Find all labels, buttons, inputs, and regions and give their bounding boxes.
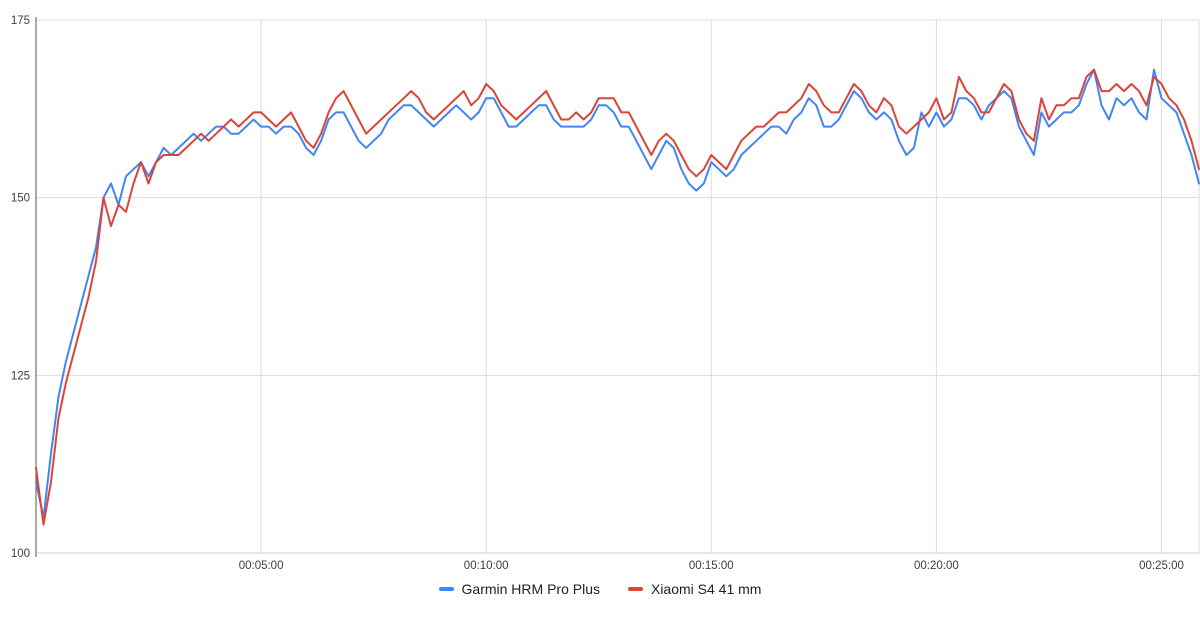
x-tick-label-00-10-00: 00:10:00 xyxy=(464,560,509,572)
y-tick-label-175: 175 xyxy=(11,15,30,27)
xiaomi-series-swatch xyxy=(627,587,643,591)
y-tick-label-100: 100 xyxy=(11,548,30,560)
chart-legend: Garmin HRM Pro Plus Xiaomi S4 41 mm xyxy=(0,581,1200,597)
x-tick-label-00-15-00: 00:15:00 xyxy=(689,560,734,572)
legend-item-xiaomi: Xiaomi S4 41 mm xyxy=(627,581,762,597)
chart-plot-area: 100 125 150 175 00:05:00 00:10:00 00:15:00 00:2… xyxy=(11,15,1200,572)
y-tick-label-125: 125 xyxy=(11,370,30,382)
legend-item-garmin: Garmin HRM Pro Plus xyxy=(438,581,600,597)
series-line-garmin-hrm-pro-plus xyxy=(35,68,1200,519)
series-line-xiaomi-s4-41-mm xyxy=(35,68,1200,526)
x-tick-label-00-20-00: 00:20:00 xyxy=(914,560,959,572)
garmin-series-swatch xyxy=(438,587,454,591)
legend-label-garmin: Garmin HRM Pro Plus xyxy=(461,581,600,597)
y-tick-label-150: 150 xyxy=(11,193,30,205)
x-tick-label-00-05-00: 00:05:00 xyxy=(239,560,284,572)
x-tick-label-00-25-00: 00:25:00 xyxy=(1139,560,1184,572)
legend-label-xiaomi: Xiaomi S4 41 mm xyxy=(650,581,762,597)
